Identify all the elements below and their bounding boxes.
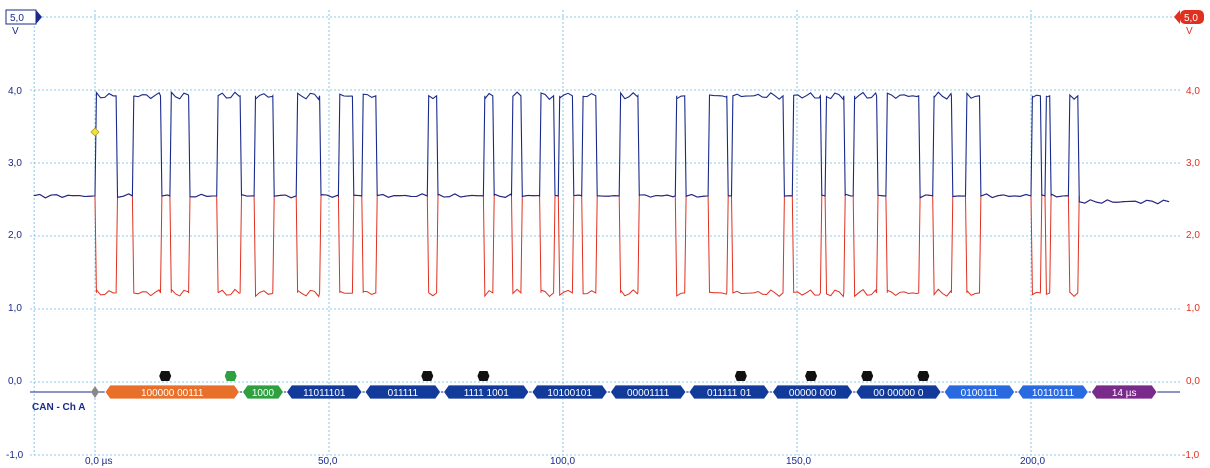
decode-field-11[interactable] — [1017, 384, 1089, 400]
trace-channel-a — [33, 90, 1170, 205]
decode-field-2[interactable] — [286, 384, 363, 400]
y-tick-left-2: 2,0 — [8, 230, 22, 241]
waveform-traces — [33, 90, 1170, 298]
y-tick-left-4: 4,0 — [8, 86, 22, 97]
decode-field-9[interactable] — [855, 384, 942, 400]
y-tick-right-neg1: -1,0 — [1182, 450, 1200, 461]
decode-field-3[interactable] — [364, 384, 442, 400]
y-tick-right-1: 1,0 — [1186, 303, 1200, 314]
can-decode-bus[interactable]: 100000 00111 1000 11011101 011111 1111 1001 1… — [30, 371, 1180, 400]
left-max-label: 5,0 — [10, 13, 24, 24]
stuff-bit-marker-0[interactable] — [159, 371, 172, 381]
decode-field-12[interactable] — [1090, 384, 1158, 400]
stuff-bit-marker-3[interactable] — [734, 371, 747, 381]
decode-field-label-7: 011111 01 — [707, 388, 752, 399]
y-tick-left-3: 3,0 — [8, 158, 22, 169]
stuff-bit-marker-4[interactable] — [805, 371, 818, 381]
y-tick-right-2: 2,0 — [1186, 230, 1200, 241]
decode-field-0[interactable] — [104, 384, 240, 400]
decode-field-7[interactable] — [688, 384, 770, 400]
stuff-bit-marker-5[interactable] — [861, 371, 874, 381]
decode-field-label-3: 011111 — [388, 388, 419, 399]
decode-field-4[interactable] — [443, 384, 530, 400]
left-unit: V — [12, 26, 19, 37]
right-max-label: 5,0 — [1184, 13, 1198, 24]
green-marker-0[interactable] — [224, 371, 237, 381]
y-tick-left-1: 1,0 — [8, 303, 22, 314]
decode-field-6[interactable] — [609, 384, 687, 400]
decode-sof-icon — [91, 386, 99, 398]
decode-field-8[interactable] — [771, 384, 854, 400]
y-tick-right-4: 4,0 — [1186, 86, 1200, 97]
x-tick-100: 100,0 — [550, 456, 575, 467]
decode-field-10[interactable] — [943, 384, 1016, 400]
y-tick-right-3: 3,0 — [1186, 158, 1200, 169]
x-tick-50: 50,0 — [318, 456, 338, 467]
trigger-marker-icon[interactable] — [90, 127, 100, 137]
decode-field-label-9: 00 00000 0 — [873, 388, 923, 399]
channel-label: CAN - Ch A — [32, 402, 86, 413]
x-tick-0: 0,0 µs — [85, 456, 112, 467]
trace-channel-b — [33, 193, 1170, 298]
x-tick-200: 200,0 — [1020, 456, 1045, 467]
right-scale-max[interactable]: 5,0 — [1174, 10, 1204, 24]
decode-field-label-8: 00000 000 — [789, 388, 837, 399]
decode-field-label-12: 14 µs — [1112, 388, 1137, 399]
decode-field-label-4: 1111 1001 — [464, 388, 509, 399]
y-tick-right-0: 0,0 — [1186, 376, 1200, 387]
decode-field-label-5: 10100101 — [547, 388, 592, 399]
x-tick-150: 150,0 — [786, 456, 811, 467]
decode-field-label-0: 100000 00111 — [141, 388, 204, 399]
right-unit: V — [1186, 26, 1193, 37]
stuff-bit-marker-6[interactable] — [917, 371, 930, 381]
y-tick-left-0: 0,0 — [8, 376, 22, 387]
left-scale-max[interactable]: 5,0 — [5, 9, 42, 25]
decode-field-label-10: 0100111 — [961, 388, 999, 399]
decode-field-1[interactable] — [241, 384, 285, 400]
decode-field-label-1: 1000 — [252, 388, 275, 399]
decode-field-label-2: 11011101 — [303, 388, 346, 399]
y-tick-left-neg1: -1,0 — [6, 450, 24, 461]
decode-field-label-6: 00001111 — [627, 388, 670, 399]
stuff-bit-marker-1[interactable] — [421, 371, 434, 381]
decode-field-label-11: 10110111 — [1032, 388, 1075, 399]
stuff-bit-marker-2[interactable] — [477, 371, 490, 381]
decode-field-5[interactable] — [531, 384, 608, 400]
